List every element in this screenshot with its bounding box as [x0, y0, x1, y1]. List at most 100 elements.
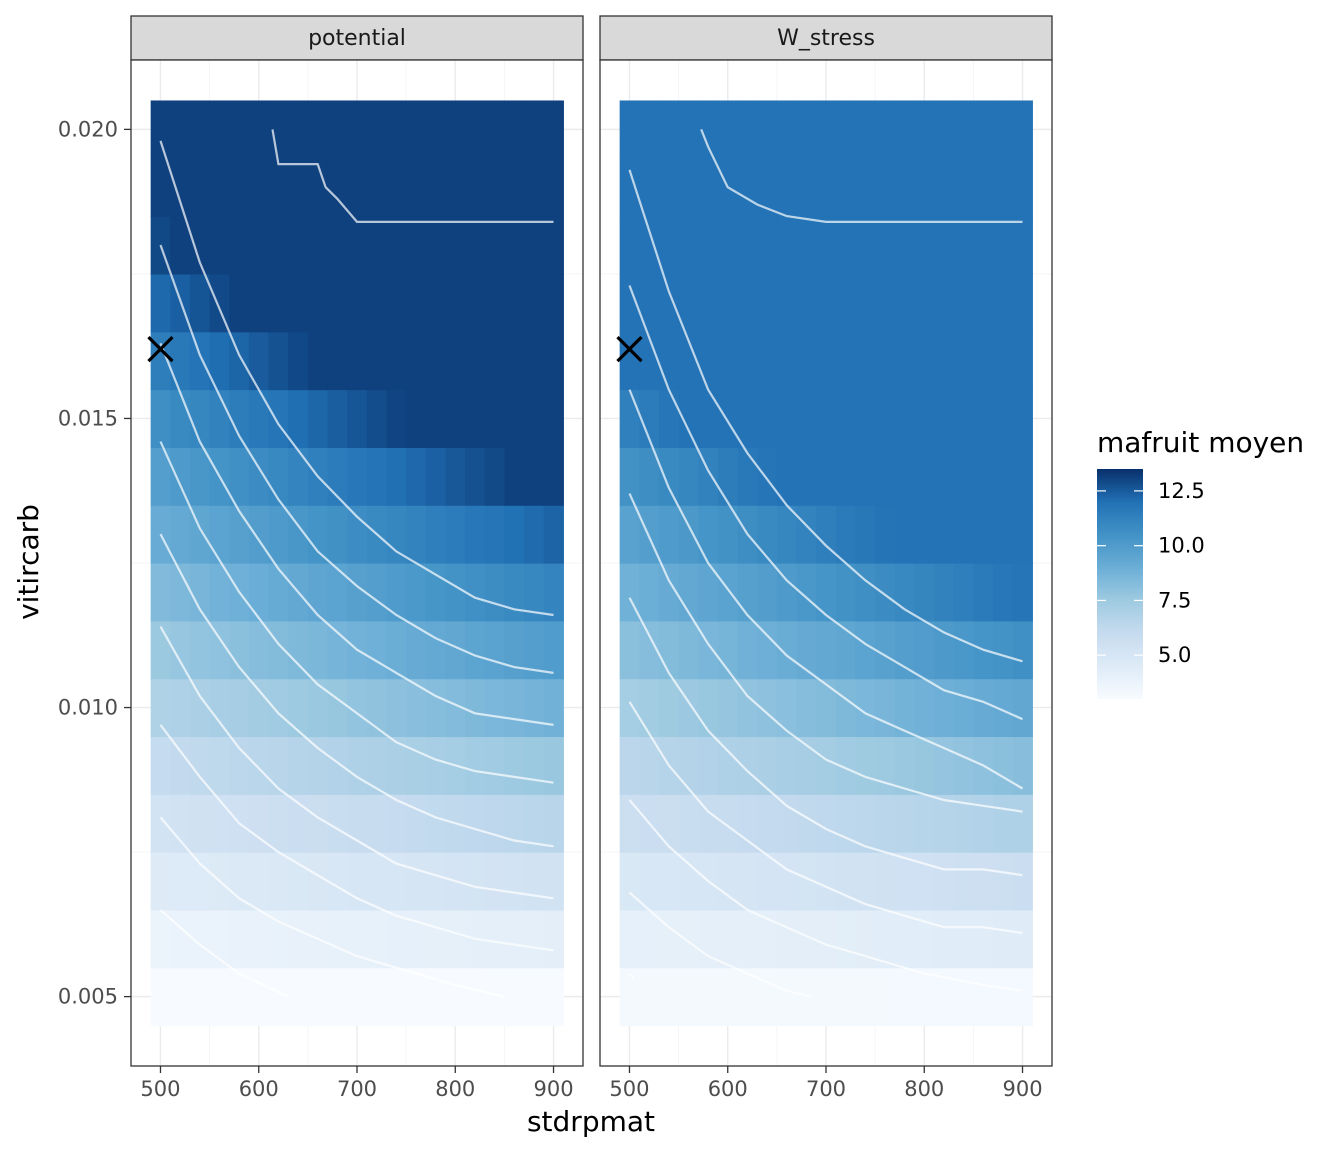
heatmap-tile [757, 794, 778, 853]
heatmap-tile [698, 505, 719, 564]
heatmap-tile [953, 331, 974, 391]
heatmap-tile [406, 505, 427, 564]
heatmap-tile [639, 852, 660, 911]
heatmap-tile [504, 273, 525, 333]
heatmap-tile [619, 852, 640, 911]
heatmap-tile [327, 794, 348, 853]
heatmap-tile [855, 505, 876, 564]
heatmap-tile [639, 909, 660, 969]
heatmap-tile [678, 273, 699, 333]
heatmap-tile [288, 273, 309, 333]
y-tick-label: 0.010 [58, 696, 118, 720]
heatmap-tile [1012, 909, 1033, 969]
heatmap-tile [268, 678, 289, 738]
heatmap-tile [816, 100, 837, 159]
heatmap-tile [366, 563, 388, 622]
heatmap-tile [445, 678, 466, 738]
heatmap-tile [524, 331, 545, 391]
heatmap-tile [543, 389, 564, 448]
heatmap-tile [248, 909, 270, 969]
heatmap-tile [914, 505, 935, 564]
heatmap-tile [855, 852, 876, 911]
heatmap-tile [1012, 158, 1033, 217]
heatmap-tile [386, 794, 407, 853]
heatmap-tile [914, 331, 935, 391]
heatmap-tile [993, 967, 1014, 1027]
heatmap-tile [484, 563, 505, 622]
heatmap-tile [524, 389, 545, 448]
marker-potential [147, 335, 174, 363]
heatmap-tile [1012, 852, 1033, 911]
heatmap-tile [229, 158, 250, 217]
heatmap-tile [717, 389, 739, 448]
contour-line [271, 129, 554, 223]
heatmap-tile [776, 794, 798, 853]
heatmap-tile [170, 967, 191, 1027]
heatmap-tile [543, 273, 564, 333]
heatmap-tile [327, 967, 348, 1027]
heatmap-tile [678, 563, 699, 622]
legend-ticks: 12.5 10.0 7.5 5.0 [1097, 479, 1205, 667]
heatmap-tile [875, 389, 896, 448]
heatmap-tile [327, 563, 348, 622]
heatmap-tile [776, 620, 798, 680]
heatmap-tile [875, 447, 896, 506]
heatmap-tile [1012, 331, 1033, 391]
heatmap-tile [248, 216, 270, 275]
heatmap-tile [150, 794, 171, 853]
heatmap-tile [698, 158, 719, 217]
heatmap-tile [639, 389, 660, 448]
heatmap-tile [347, 563, 368, 622]
heatmap-tile [757, 158, 778, 217]
heatmap-tile [209, 909, 230, 969]
heatmap-tile [347, 273, 368, 333]
heatmap-tile [465, 100, 486, 159]
heatmap-tile [619, 909, 640, 969]
heatmap-tile [796, 389, 817, 448]
heatmap-tile [855, 736, 876, 795]
heatmap-tile [229, 216, 250, 275]
heatmap-tile [796, 273, 817, 333]
heatmap-tile [993, 273, 1014, 333]
heatmap-tile [484, 447, 505, 506]
heatmap-tile [973, 852, 994, 911]
heatmap-tile [307, 794, 329, 853]
heatmap-tile [406, 273, 427, 333]
heatmap-tile [465, 563, 486, 622]
heatmap-tile [835, 158, 857, 217]
heatmap-tile [484, 505, 505, 564]
heatmap-tile [465, 331, 486, 391]
heatmap-tile [327, 909, 348, 969]
heatmap-tile [678, 967, 699, 1027]
heatmap-tile [248, 794, 270, 853]
heatmap-tile [698, 389, 719, 448]
heatmap-tile [1012, 447, 1033, 506]
heatmap-tile [307, 331, 329, 391]
heatmap-tile [524, 505, 545, 564]
heatmap-tile [658, 505, 680, 564]
heatmap-tile [366, 447, 388, 506]
heatmap-tile [288, 794, 309, 853]
heatmap-tile [150, 678, 171, 738]
heatmap-tile [327, 100, 348, 159]
heatmap-tile [229, 852, 250, 911]
heatmap-tile [894, 447, 916, 506]
heatmap-tile [406, 331, 427, 391]
heatmap-tile [737, 794, 758, 853]
heatmap-tile [288, 678, 309, 738]
heatmap-tile [658, 794, 680, 853]
heatmap-tile [658, 620, 680, 680]
heatmap-tile [327, 736, 348, 795]
heatmap-tile [993, 794, 1014, 853]
heatmap-tile [619, 736, 640, 795]
heatmap-tile [543, 620, 564, 680]
heatmap-tile [386, 158, 407, 217]
heatmap-tile [757, 909, 778, 969]
heatmap-tile [658, 967, 680, 1027]
heatmap-tile [639, 216, 660, 275]
heatmap-tile [875, 909, 896, 969]
strip-background-potential [130, 15, 584, 61]
heatmap-tile [855, 794, 876, 853]
heatmap-tile [406, 100, 427, 159]
heatmap-tile [504, 794, 525, 853]
